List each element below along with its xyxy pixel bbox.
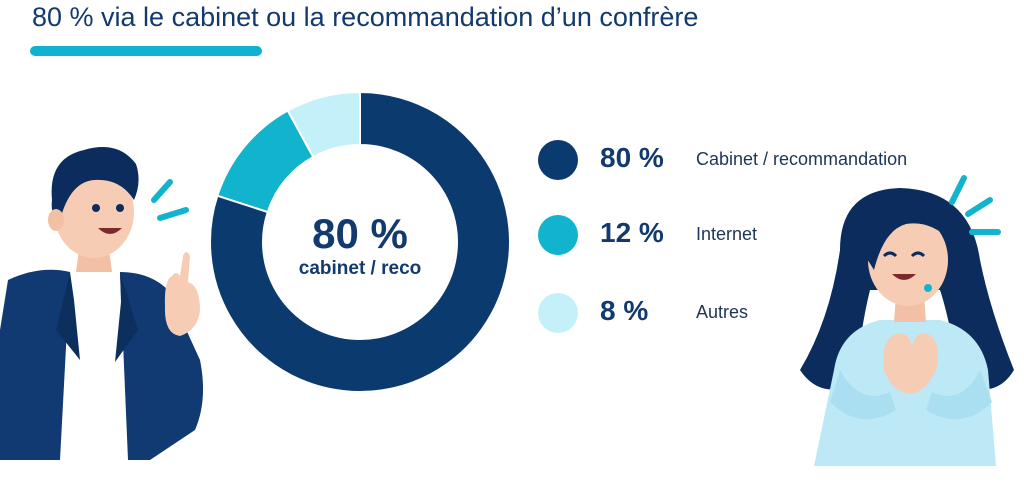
donut-slice-2 <box>286 90 361 159</box>
legend-label: Autres <box>696 302 749 322</box>
title-underline <box>30 46 262 56</box>
legend-swatch-autres <box>538 293 578 333</box>
page-title: 80 % via le cabinet ou la recommandation… <box>32 2 699 32</box>
legend-swatch-internet <box>538 215 578 255</box>
man-pointing-up-icon <box>0 147 204 460</box>
legend-swatch-cabinet <box>538 140 578 180</box>
legend-value: 80 % <box>600 142 664 173</box>
legend-value: 8 % <box>600 295 649 326</box>
center-label: cabinet / reco <box>298 258 422 279</box>
legend-value: 12 % <box>600 217 664 248</box>
donut-slice-0 <box>209 90 511 393</box>
woman-smiling-icon <box>800 175 1014 466</box>
legend-label: Cabinet / recommandation <box>696 149 908 169</box>
legend-label: Internet <box>696 224 758 244</box>
center-value: 80 % <box>312 210 408 257</box>
